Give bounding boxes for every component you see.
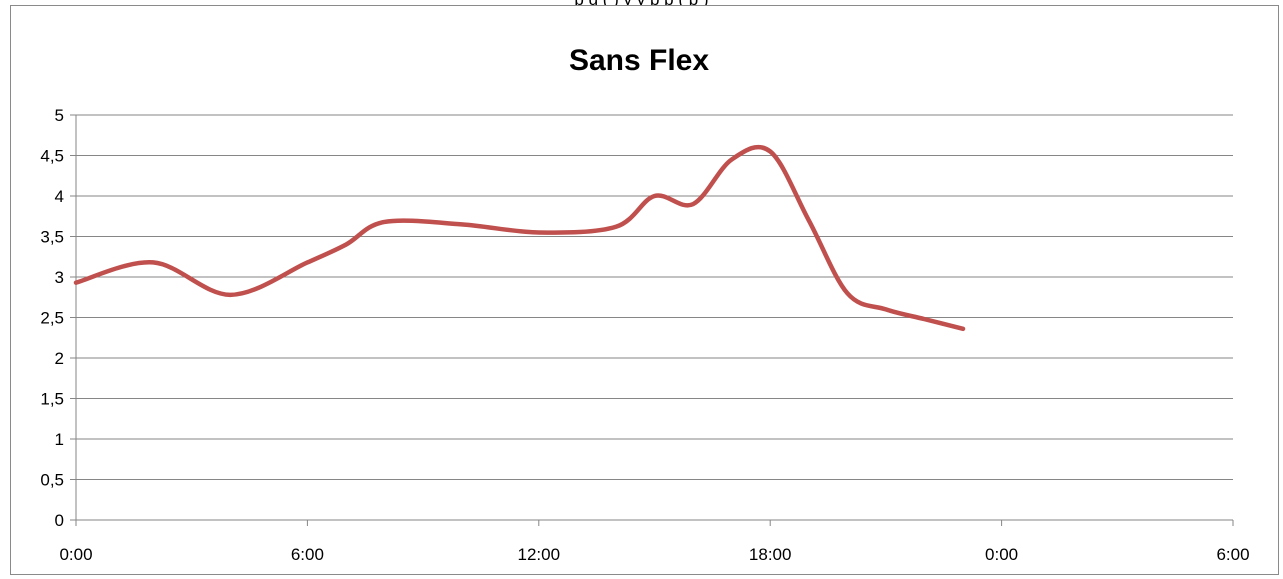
- y-tick-label: 4: [55, 187, 64, 206]
- x-tick-label: 6:00: [1216, 545, 1249, 564]
- series-line: [73, 144, 966, 332]
- tick-labels: 0 0,5 1 1,5 2 2,5 3 3,5 4 4,5 5 0:00 6:00 12:00 18:00 0…: [40, 106, 1249, 564]
- y-tick-label: 2: [55, 349, 64, 368]
- y-tick-label: 3,5: [40, 228, 64, 247]
- y-tick-label: 0: [55, 511, 64, 530]
- x-tick-label: 0:00: [985, 545, 1018, 564]
- y-tick-label: 4,5: [40, 147, 64, 166]
- y-tick-label: 1: [55, 430, 64, 449]
- x-tick-label: 6:00: [291, 545, 324, 564]
- y-tick-label: 3: [55, 268, 64, 287]
- x-tick-label: 18:00: [749, 545, 792, 564]
- chart-frame: Sans Flex 0 0,5 1 1,5 2 2,5 3 3,5 4 4,5 5 0:00 6:00 1…: [10, 5, 1279, 575]
- x-tick-label: 12:00: [518, 545, 561, 564]
- grid-lines: [76, 114, 1233, 480]
- top-caption: p g ( ) y y p p ( p ): [0, 0, 1283, 9]
- y-tick-label: 5: [55, 106, 64, 125]
- axes: [70, 114, 1234, 526]
- series-layer: [73, 144, 966, 332]
- y-tick-label: 1,5: [40, 390, 64, 409]
- x-tick-label: 0:00: [59, 545, 92, 564]
- y-tick-label: 0,5: [40, 471, 64, 490]
- chart-title: Sans Flex: [569, 44, 709, 77]
- y-tick-label: 2,5: [40, 309, 64, 328]
- line-chart: Sans Flex 0 0,5 1 1,5 2 2,5 3 3,5 4 4,5 5 0:00 6:00 1…: [40, 44, 1249, 564]
